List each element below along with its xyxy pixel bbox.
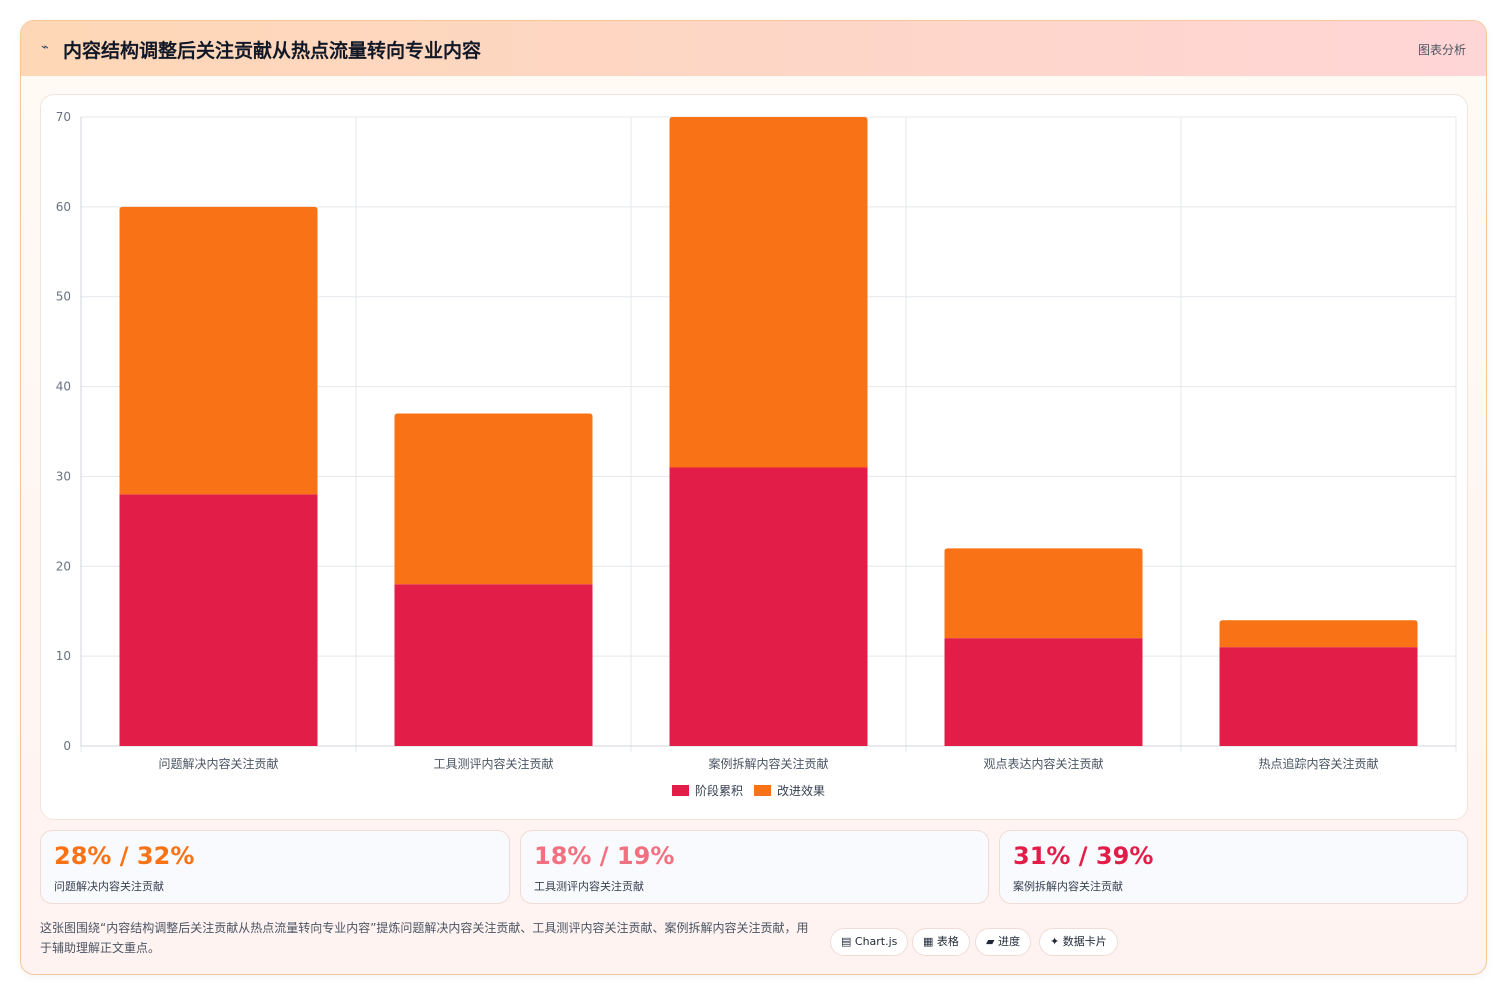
bar-segment (119, 494, 318, 746)
bar-segment (1219, 647, 1418, 746)
stat-label: 案例拆解内容关注贡献 (1013, 880, 1123, 893)
trend-icon: ⌁ (41, 40, 49, 55)
bar-segment (944, 548, 1143, 639)
x-tick-label: 问题解决内容关注贡献 (158, 756, 278, 771)
chart-card: ⌁ 内容结构调整后关注贡献从热点流量转向专业内容 图表分析 0 10 20 30 40 5… (20, 20, 1487, 975)
x-tick-label: 工具测评内容关注贡献 (433, 756, 553, 771)
stat-label: 工具测评内容关注贡献 (534, 880, 644, 893)
y-tick-label: 10 (56, 649, 71, 663)
chart-description: 这张图围绕“内容结构调整后关注贡献从热点流量转向专业内容”提炼问题解决内容关注贡… (40, 921, 809, 955)
stacked-bar-chart: 0 10 20 30 40 50 60 70 问题解决内容关注贡献 工具测评内容关注贡献 案例拆解内… (56, 110, 1457, 798)
x-tick-label: 案例拆解内容关注贡献 (708, 756, 828, 771)
legend-swatch (672, 785, 689, 796)
bar-segment (394, 413, 593, 585)
card-header: ⌁ 内容结构调整后关注贡献从热点流量转向专业内容 图表分析 (21, 21, 1486, 76)
stat-card-3: 31% / 39% 案例拆解内容关注贡献 (999, 830, 1468, 904)
legend-label: 阶段累积 (695, 783, 743, 798)
tag-table[interactable]: ▦ 表格 (912, 928, 970, 956)
y-tick-label: 40 (56, 380, 71, 394)
bar-segment (119, 206, 318, 495)
y-tick-label: 50 (56, 290, 71, 304)
x-tick-label: 热点追踪内容关注贡献 (1258, 756, 1378, 771)
stat-value: 18% / 19% (534, 842, 675, 870)
tag-chartjs[interactable]: ▤ Chart.js (830, 928, 909, 956)
bar-segment (1219, 620, 1418, 648)
bar-segment (394, 584, 593, 746)
stat-value: 28% / 32% (54, 842, 195, 870)
y-tick-label: 70 (56, 110, 71, 124)
stat-card-1: 28% / 32% 问题解决内容关注贡献 (40, 830, 510, 904)
bar-segment (669, 467, 868, 746)
y-tick-label: 0 (63, 739, 71, 753)
y-tick-label: 20 (56, 559, 71, 573)
stat-card-2: 18% / 19% 工具测评内容关注贡献 (520, 830, 989, 904)
chart-analysis-button[interactable]: 图表分析 (1417, 43, 1466, 57)
tag-data-card[interactable]: ✦ 数据卡片 (1039, 928, 1118, 956)
legend-label: 改进效果 (777, 783, 825, 798)
tag-progress[interactable]: ▰ 进度 (975, 928, 1031, 956)
bar-segment (944, 638, 1143, 746)
card-title: 内容结构调整后关注贡献从热点流量转向专业内容 (63, 40, 482, 62)
legend-swatch (754, 785, 771, 796)
bar-segment (669, 117, 868, 468)
y-tick-label: 60 (56, 200, 71, 214)
chart-panel: 0 10 20 30 40 50 60 70 问题解决内容关注贡献 工具测评内容关注贡献 案例拆解内… (40, 94, 1468, 820)
x-tick-label: 观点表达内容关注贡献 (983, 756, 1103, 771)
y-tick-label: 30 (56, 469, 71, 483)
stat-label: 问题解决内容关注贡献 (54, 880, 164, 893)
stat-value: 31% / 39% (1013, 842, 1154, 870)
